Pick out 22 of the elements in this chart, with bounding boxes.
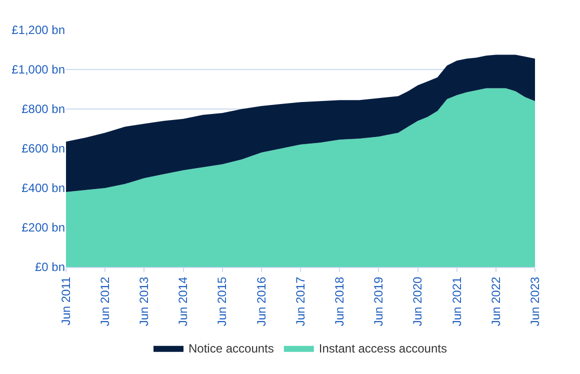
- x-tick-label: Jun 2020: [410, 276, 425, 326]
- x-tick-label: Jun 2019: [372, 276, 386, 326]
- y-tick-label: £1,200 bn: [12, 23, 65, 38]
- x-tick-label: Jun 2016: [254, 276, 268, 326]
- y-tick-label: £800 bn: [22, 102, 65, 116]
- x-tick-label: Jun 2017: [293, 276, 308, 326]
- y-tick-label: £600 bn: [22, 142, 65, 156]
- x-tick-label: Jun 2018: [332, 276, 347, 326]
- x-tick-label: Jun 2014: [176, 276, 190, 326]
- x-tick-label: Jun 2023: [528, 276, 542, 326]
- y-tick-label: £0 bn: [34, 260, 65, 274]
- x-tick-label: Jun 2015: [215, 276, 230, 326]
- x-tick-label: Jun 2012: [98, 276, 112, 326]
- legend-label: Notice accounts: [188, 342, 274, 356]
- x-tick-label: Jun 2021: [450, 276, 464, 326]
- y-tick-label: £400 bn: [22, 181, 65, 196]
- x-tick-label: Jun 2013: [137, 276, 152, 326]
- legend-label: Instant access accounts: [318, 342, 447, 356]
- x-tick-label: Jun 2022: [488, 276, 503, 326]
- y-tick-label: £200 bn: [22, 220, 65, 235]
- x-tick-label: Jun 2011: [58, 276, 73, 326]
- y-tick-label: £1,000 bn: [12, 62, 65, 77]
